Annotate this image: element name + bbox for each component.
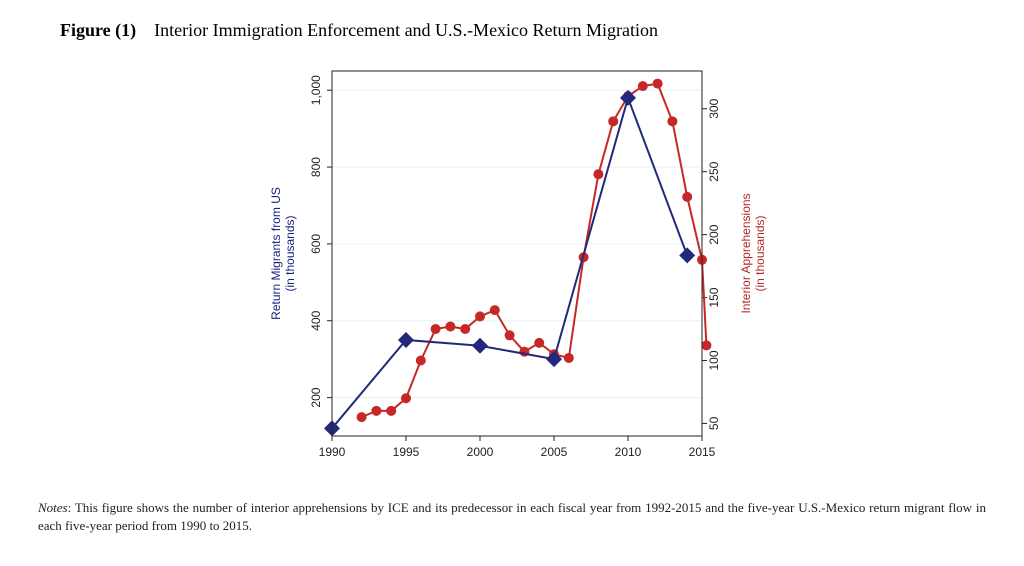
svg-text:800: 800	[309, 157, 323, 177]
svg-text:1995: 1995	[393, 445, 420, 459]
svg-text:1,000: 1,000	[309, 75, 323, 105]
chart-container: 1990 1995 2000 2005 2010 2015 200 400 600 800 1,00…	[232, 61, 792, 481]
svg-text:Return Migrants from US: Return Migrants from US	[269, 187, 283, 320]
svg-text:600: 600	[309, 234, 323, 254]
svg-text:300: 300	[707, 98, 721, 118]
svg-text:400: 400	[309, 310, 323, 330]
svg-text:2005: 2005	[541, 445, 568, 459]
figure-title: Figure (1) Interior Immigration Enforcem…	[30, 20, 994, 41]
line-chart: 1990 1995 2000 2005 2010 2015 200 400 600 800 1,00…	[232, 61, 792, 481]
notes-text: This figure shows the number of interior…	[38, 500, 986, 533]
notes-colon: :	[68, 500, 75, 515]
svg-text:(in thousands): (in thousands)	[283, 215, 297, 291]
svg-text:200: 200	[707, 224, 721, 244]
svg-text:2015: 2015	[689, 445, 716, 459]
notes-label: Notes	[38, 500, 68, 515]
figure-label: Figure (1)	[60, 20, 136, 40]
svg-text:250: 250	[707, 161, 721, 181]
svg-text:2000: 2000	[467, 445, 494, 459]
figure-caption: Interior Immigration Enforcement and U.S…	[154, 20, 658, 40]
svg-text:2010: 2010	[615, 445, 642, 459]
svg-text:1990: 1990	[319, 445, 346, 459]
svg-text:150: 150	[707, 287, 721, 307]
svg-text:100: 100	[707, 350, 721, 370]
svg-text:50: 50	[707, 416, 721, 430]
svg-text:(in thousands): (in thousands)	[753, 215, 767, 291]
svg-text:Interior Apprehensions: Interior Apprehensions	[739, 193, 753, 313]
svg-text:200: 200	[309, 387, 323, 407]
figure-notes: Notes: This figure shows the number of i…	[30, 499, 994, 534]
